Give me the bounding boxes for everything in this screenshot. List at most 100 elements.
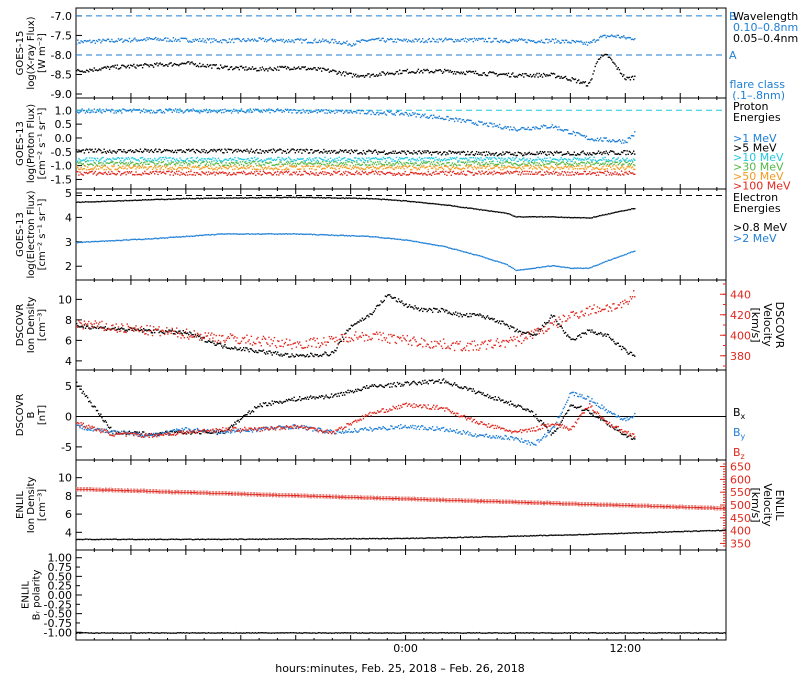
data-point [585, 157, 586, 158]
data-point [132, 239, 133, 240]
data-point [106, 169, 107, 170]
data-point [536, 216, 537, 217]
data-point [478, 167, 479, 168]
data-point [285, 164, 286, 165]
data-point [378, 74, 379, 75]
data-point [187, 174, 188, 175]
data-point [380, 40, 381, 41]
data-point [611, 213, 612, 214]
data-point [620, 37, 621, 38]
data-point [151, 166, 152, 167]
data-point [423, 242, 424, 243]
data-point [335, 71, 336, 72]
data-point [183, 198, 184, 199]
data-point [388, 237, 389, 238]
data-point [559, 174, 560, 175]
data-point [135, 199, 136, 200]
data-point [467, 207, 468, 208]
data-point [246, 40, 247, 41]
data-point [620, 154, 621, 155]
data-point [477, 73, 478, 74]
data-point [161, 159, 162, 160]
data-point [127, 200, 128, 201]
data-point [189, 63, 190, 64]
data-point [626, 142, 627, 143]
data-point [433, 39, 434, 40]
data-point [124, 159, 125, 160]
data-point [514, 128, 515, 129]
data-point [123, 200, 124, 201]
data-point [488, 169, 489, 170]
data-point [122, 157, 123, 158]
data-point [287, 149, 288, 150]
data-point [597, 138, 598, 139]
data-point [362, 198, 363, 199]
data-point [509, 42, 510, 43]
data-point [430, 203, 431, 204]
data-point [382, 198, 383, 199]
data-point [173, 175, 174, 176]
data-point [402, 40, 403, 41]
data-point [303, 168, 304, 169]
data-point [621, 166, 622, 167]
data-point [383, 152, 384, 153]
data-point [448, 120, 449, 121]
data-point [409, 159, 410, 160]
data-point [521, 172, 522, 173]
data-point [314, 38, 315, 39]
data-point [152, 169, 153, 170]
data-point [203, 234, 204, 235]
data-point [484, 151, 485, 152]
data-point [280, 109, 281, 110]
data-point [588, 158, 589, 159]
data-point [199, 198, 200, 199]
data-point [376, 198, 377, 199]
data-point [159, 109, 160, 110]
data-point [607, 170, 608, 171]
data-point [277, 66, 278, 67]
data-point [207, 174, 208, 175]
data-point [454, 121, 455, 122]
data-point [286, 68, 287, 69]
data-point [626, 162, 627, 163]
data-point [280, 166, 281, 167]
data-point [496, 38, 497, 39]
data-point [206, 109, 207, 110]
data-point [422, 38, 423, 39]
data-point [295, 110, 296, 111]
data-point [259, 233, 260, 234]
data-point [624, 210, 625, 211]
data-point [606, 214, 607, 215]
data-point [315, 161, 316, 162]
data-point [322, 197, 323, 198]
data-point [582, 173, 583, 174]
data-point [423, 165, 424, 166]
data-point [591, 162, 592, 163]
data-point [321, 70, 322, 71]
data-point [347, 152, 348, 153]
data-point [231, 197, 232, 198]
data-point [84, 168, 85, 169]
data-point [278, 70, 279, 71]
data-point [524, 216, 525, 217]
data-point [480, 174, 481, 175]
data-point [272, 197, 273, 198]
data-point [439, 164, 440, 165]
data-point [264, 70, 265, 71]
data-point [424, 157, 425, 158]
data-point [533, 40, 534, 41]
data-point [239, 39, 240, 40]
data-point [268, 233, 269, 234]
data-point [205, 158, 206, 159]
data-point [92, 241, 93, 242]
data-point [468, 40, 469, 41]
data-point [334, 158, 335, 159]
data-point [632, 166, 633, 167]
data-point [89, 40, 90, 41]
data-point [190, 171, 191, 172]
data-point [517, 171, 518, 172]
data-point [338, 235, 339, 236]
data-point [602, 140, 603, 141]
data-point [567, 163, 568, 164]
data-point [605, 214, 606, 215]
